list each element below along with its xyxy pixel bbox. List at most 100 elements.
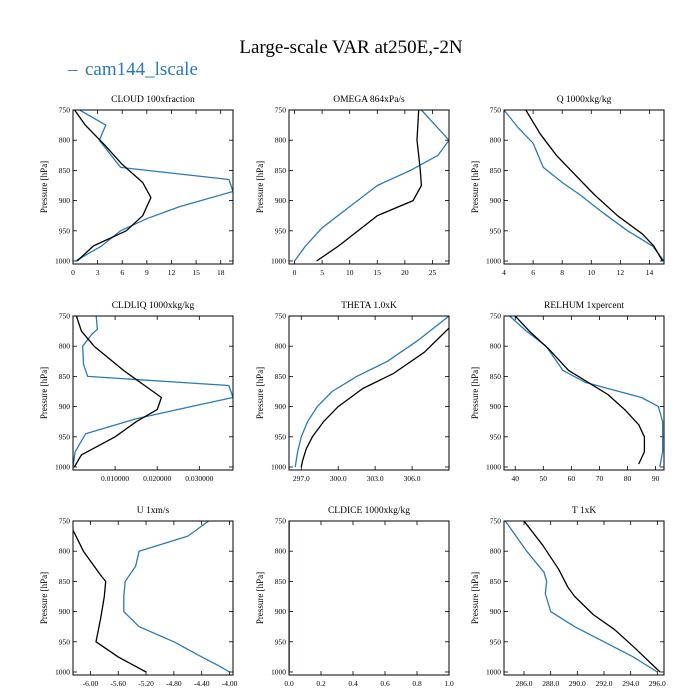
y-tick-label: 850 — [275, 577, 287, 586]
y-tick-label: 1000 — [271, 667, 286, 676]
plot-frame — [503, 315, 665, 471]
panel-4: CLDLIQ 1000xkg/kg Pressure [hPa] 750 800 850… — [39, 301, 234, 483]
figure-title: Large-scale VAR at250E,-2N — [239, 37, 462, 58]
y-tick-label: 900 — [59, 196, 71, 205]
plot-frame — [503, 109, 665, 265]
x-tick-label: -6.00 — [83, 679, 99, 688]
x-tick-label: 90 — [652, 474, 660, 483]
series-line-cam144-lscale — [294, 316, 449, 468]
x-tick-label: 70 — [596, 474, 604, 483]
x-tick-label: 10 — [588, 268, 596, 277]
y-axis-label: Pressure [hPa] — [470, 161, 480, 213]
y-tick-label: 800 — [275, 136, 287, 145]
y-axis-label: Pressure [hPa] — [470, 367, 480, 419]
panel-title: CLDICE 1000xkg/kg — [328, 506, 410, 516]
series-line-reference — [514, 316, 646, 465]
x-tick-label: -4.00 — [222, 679, 238, 688]
y-tick-label: 750 — [490, 106, 502, 115]
y-axis-label: Pressure [hPa] — [470, 572, 480, 624]
y-axis-label: Pressure [hPa] — [39, 161, 49, 213]
panel-title: Q 1000xkg/kg — [557, 95, 612, 105]
y-tick-label: 950 — [275, 432, 287, 441]
y-tick-label: 950 — [275, 226, 287, 235]
x-tick-label: 290.0 — [569, 679, 586, 688]
y-tick-label: 900 — [59, 607, 71, 616]
panel-9: T 1xK Pressure [hPa] 750 800 850 900 950 1000 28… — [470, 506, 666, 688]
y-axis-label: Pressure [hPa] — [39, 572, 49, 624]
x-tick-label: 60 — [568, 474, 576, 483]
panel-title: RELHUM 1xpercent — [544, 301, 624, 311]
x-tick-label: 15 — [374, 268, 382, 277]
y-tick-label: 1000 — [486, 667, 501, 676]
legend: – cam144_lscale — [67, 59, 198, 80]
legend-symbol: – — [67, 59, 78, 80]
y-tick-label: 750 — [275, 312, 287, 321]
panel-1: CLOUD 100xfraction Pressure [hPa] 750 800 85… — [39, 94, 234, 277]
y-tick-label: 850 — [59, 372, 71, 381]
x-tick-label: 0.030000 — [185, 474, 213, 483]
series-line-cam144-lscale — [504, 521, 658, 673]
series-line-cam144-lscale — [73, 316, 233, 468]
y-tick-label: 1000 — [486, 462, 501, 471]
x-tick-label: 18 — [217, 268, 225, 277]
y-axis-label: Pressure [hPa] — [255, 367, 265, 419]
y-tick-label: 750 — [59, 517, 71, 526]
x-tick-label: 294.0 — [622, 679, 639, 688]
x-tick-label: 0.6 — [380, 679, 390, 688]
y-tick-label: 800 — [490, 136, 502, 145]
series-line-cam144-lscale — [504, 110, 664, 262]
x-tick-label: 10 — [346, 268, 354, 277]
x-tick-label: 5 — [320, 268, 324, 277]
plot-frame — [288, 109, 450, 265]
y-tick-label: 950 — [275, 637, 287, 646]
panel-6: RELHUM 1xpercent Pressure [hPa] 750 800 850 9… — [470, 301, 665, 483]
x-tick-label: 0 — [293, 268, 297, 277]
x-tick-label: 1.0 — [444, 679, 454, 688]
y-tick-label: 850 — [490, 372, 502, 381]
y-tick-label: 900 — [490, 607, 502, 616]
y-tick-label: 900 — [490, 196, 502, 205]
x-tick-label: 297.0 — [293, 474, 310, 483]
series-line-reference — [316, 110, 423, 262]
plot-frame — [72, 520, 234, 676]
x-tick-label: 50 — [540, 474, 548, 483]
x-tick-label: 292.0 — [596, 679, 613, 688]
series-line-cam144-lscale — [123, 521, 230, 673]
series-line-reference — [300, 327, 449, 468]
x-tick-label: 25 — [429, 268, 437, 277]
panel-title: U 1xm/s — [137, 506, 170, 516]
y-tick-label: 850 — [275, 372, 287, 381]
y-tick-label: 950 — [59, 226, 71, 235]
panel-8: CLDICE 1000xkg/kg Pressure [hPa] 750 800 850… — [255, 506, 454, 688]
x-tick-label: 0.8 — [412, 679, 422, 688]
y-tick-label: 750 — [275, 517, 287, 526]
y-tick-label: 1000 — [55, 462, 70, 471]
y-axis-label: Pressure [hPa] — [39, 367, 49, 419]
y-tick-label: 800 — [490, 547, 502, 556]
y-tick-label: 850 — [490, 166, 502, 175]
x-tick-label: 0.4 — [348, 679, 358, 688]
x-tick-label: 296.0 — [649, 679, 666, 688]
y-tick-label: 750 — [59, 106, 71, 115]
panel-title: THETA 1.0xK — [341, 301, 397, 311]
y-axis-label: Pressure [hPa] — [255, 161, 265, 213]
x-tick-label: 303.0 — [367, 474, 384, 483]
x-tick-label: 0.2 — [316, 679, 326, 688]
y-tick-label: 950 — [490, 637, 502, 646]
panel-title: T 1xK — [572, 506, 597, 516]
y-tick-label: 950 — [59, 432, 71, 441]
panel-7: U 1xm/s Pressure [hPa] 750 800 850 900 950 1000… — [39, 506, 238, 688]
x-tick-label: 20 — [401, 268, 409, 277]
x-tick-label: 15 — [192, 268, 200, 277]
x-tick-label: 80 — [624, 474, 632, 483]
y-tick-label: 750 — [275, 106, 287, 115]
panel-title: CLDLIQ 1000xkg/kg — [112, 301, 195, 311]
panel-title: OMEGA 864xPa/s — [333, 95, 405, 105]
plot-frame — [72, 315, 234, 471]
series-line-reference — [525, 110, 664, 262]
x-tick-label: -4.80 — [166, 679, 182, 688]
x-tick-label: 0 — [71, 268, 75, 277]
plot-frame — [503, 520, 665, 676]
